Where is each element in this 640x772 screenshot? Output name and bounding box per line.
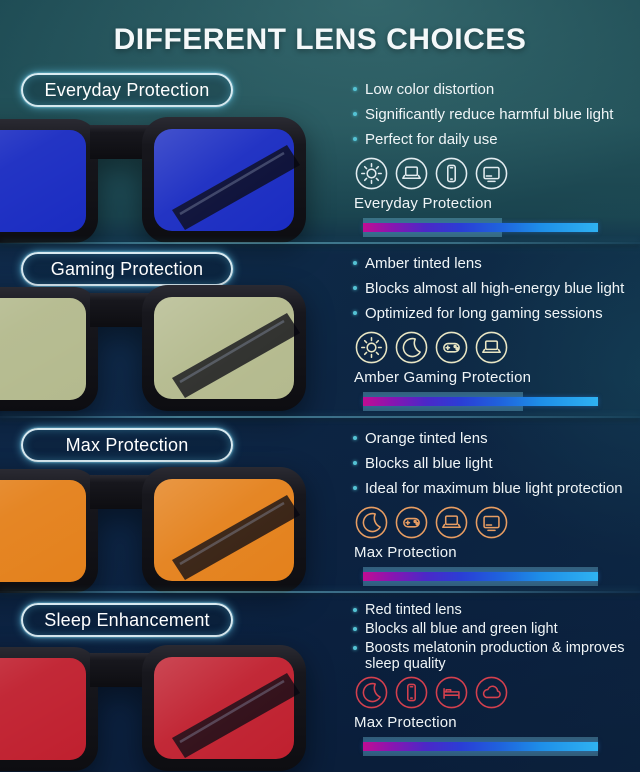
pill-label: Gaming Protection bbox=[50, 258, 204, 279]
bullet-item: Blocks all blue and green light bbox=[352, 621, 640, 637]
device-icons-row bbox=[355, 157, 640, 190]
sun-icon bbox=[355, 157, 388, 190]
pill-max-protection: Max Protection bbox=[21, 428, 233, 462]
pill-label: Max Protection bbox=[65, 434, 189, 455]
glasses-image-red-lens bbox=[0, 643, 312, 772]
section-details: Red tinted lens Blocks all blue and gree… bbox=[352, 593, 640, 756]
laptop-icon bbox=[395, 157, 428, 190]
bed-icon bbox=[435, 676, 468, 709]
laptop-icon bbox=[475, 331, 508, 364]
bullet-list: Amber tinted lens Blocks almost all high… bbox=[352, 256, 640, 321]
bar-fill bbox=[363, 397, 598, 406]
tv-icon bbox=[475, 506, 508, 539]
bar-fill bbox=[363, 572, 598, 581]
section-details: Orange tinted lens Blocks all blue light… bbox=[352, 418, 640, 586]
glasses-image-orange-lens bbox=[0, 465, 312, 595]
device-icons-row bbox=[355, 506, 640, 539]
section-sleep-enhancement: Sleep Enhancement Red tinted lens Blocks… bbox=[0, 591, 640, 772]
gamepad-icon bbox=[395, 506, 428, 539]
pill-everyday-protection: Everyday Protection bbox=[21, 73, 233, 107]
bullet-list: Orange tinted lens Blocks all blue light… bbox=[352, 431, 640, 496]
section-details: Amber tinted lens Blocks almost all high… bbox=[352, 244, 640, 411]
section-gaming-protection: Gaming Protection Amber tinted lens Bloc… bbox=[0, 242, 640, 418]
bullet-item: Blocks almost all high-energy blue light bbox=[352, 281, 640, 296]
cloud-icon bbox=[475, 676, 508, 709]
section-max-protection: Max Protection Orange tinted lens Blocks… bbox=[0, 416, 640, 595]
tv-icon bbox=[475, 157, 508, 190]
pill-label: Sleep Enhancement bbox=[44, 609, 210, 630]
pill-gaming-protection: Gaming Protection bbox=[21, 252, 233, 286]
phone-icon bbox=[395, 676, 428, 709]
protection-level-bar bbox=[363, 218, 598, 237]
icons-caption: Amber Gaming Protection bbox=[354, 369, 532, 386]
bullet-item: Amber tinted lens bbox=[352, 256, 640, 271]
bullet-item: Boosts melatonin production & improves s… bbox=[352, 640, 640, 672]
section-divider bbox=[0, 416, 640, 418]
bullet-list: Low color distortion Significantly reduc… bbox=[352, 82, 640, 147]
moon-icon bbox=[355, 676, 388, 709]
bullet-list: Red tinted lens Blocks all blue and gree… bbox=[352, 602, 640, 672]
protection-level-bar bbox=[363, 737, 598, 756]
bullet-item: Orange tinted lens bbox=[352, 431, 640, 446]
bullet-item: Perfect for daily use bbox=[352, 132, 640, 147]
moon-icon bbox=[355, 506, 388, 539]
icons-caption: Max Protection bbox=[354, 714, 457, 731]
bar-fill bbox=[363, 742, 598, 751]
device-icons-row bbox=[355, 676, 640, 709]
pill-label: Everyday Protection bbox=[44, 79, 210, 100]
bullet-item: Blocks all blue light bbox=[352, 456, 640, 471]
page-header: DIFFERENT LENS CHOICES bbox=[0, 0, 640, 60]
bullet-item: Ideal for maximum blue light protection bbox=[352, 481, 640, 496]
moon-icon bbox=[395, 331, 428, 364]
bullet-item: Optimized for long gaming sessions bbox=[352, 306, 640, 321]
glasses-image-amber-lens bbox=[0, 283, 312, 413]
section-divider bbox=[0, 591, 640, 593]
protection-level-bar bbox=[363, 567, 598, 586]
page-title: DIFFERENT LENS CHOICES bbox=[113, 23, 527, 56]
laptop-icon bbox=[435, 506, 468, 539]
bullet-item: Significantly reduce harmful blue light bbox=[352, 107, 640, 122]
bar-fill bbox=[363, 223, 598, 232]
icons-caption: Max Protection bbox=[354, 544, 457, 561]
section-details: Low color distortion Significantly reduc… bbox=[352, 60, 640, 237]
section-divider bbox=[0, 242, 640, 244]
glasses-image-blue-lens bbox=[0, 115, 312, 245]
gamepad-icon bbox=[435, 331, 468, 364]
sun-icon bbox=[355, 331, 388, 364]
protection-level-bar bbox=[363, 392, 598, 411]
device-icons-row bbox=[355, 331, 640, 364]
bullet-item: Low color distortion bbox=[352, 82, 640, 97]
phone-icon bbox=[435, 157, 468, 190]
section-everyday-protection: Everyday Protection Low color distortion… bbox=[0, 60, 640, 244]
bullet-item: Red tinted lens bbox=[352, 602, 640, 618]
icons-caption: Everyday Protection bbox=[354, 195, 493, 212]
pill-sleep-enhancement: Sleep Enhancement bbox=[21, 603, 233, 637]
